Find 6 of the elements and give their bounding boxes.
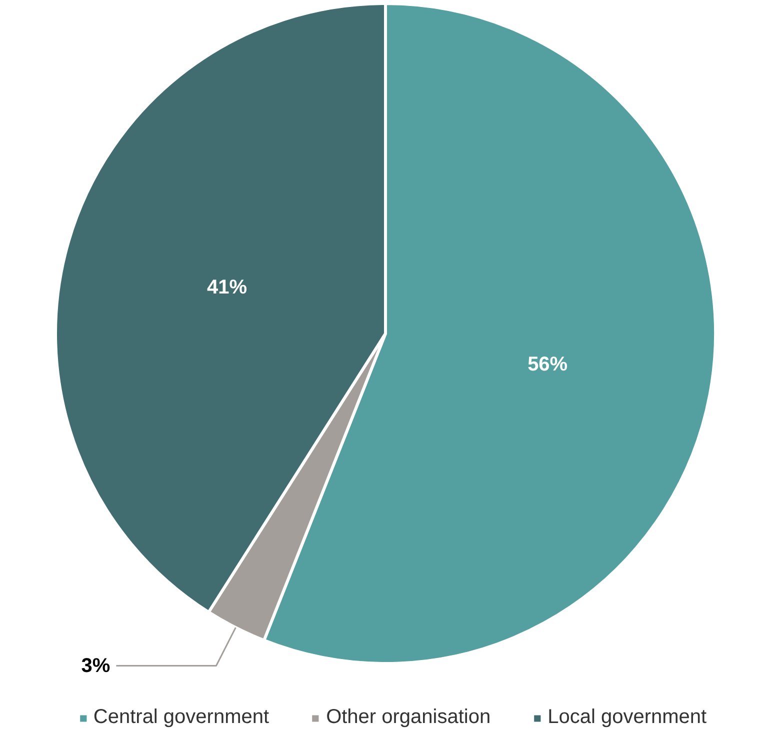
data-label: 41% [207, 276, 248, 298]
data-label: 3% [81, 654, 110, 677]
legend-label: Other organisation [326, 706, 491, 729]
legend-label: Central government [93, 706, 270, 729]
legend-label: Local government [548, 706, 707, 729]
data-label: 56% [528, 353, 568, 376]
